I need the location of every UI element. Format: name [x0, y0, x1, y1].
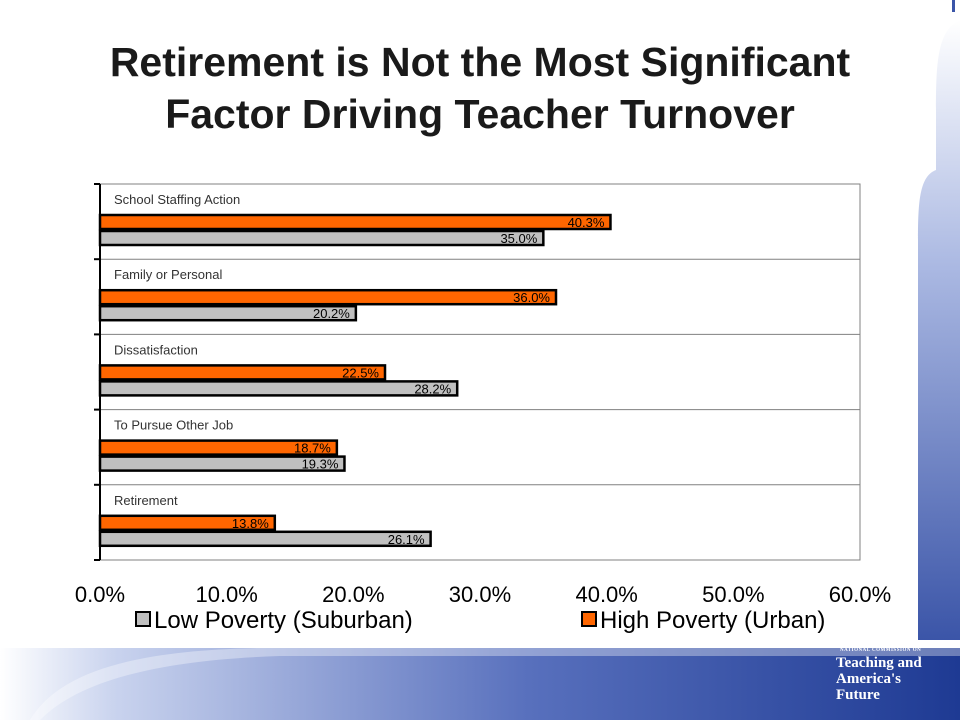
x-tick-label: 0.0% [75, 582, 125, 607]
bar-low-poverty [98, 380, 459, 397]
legend-label: Low Poverty (Suburban) [154, 607, 413, 634]
bar-low-poverty [98, 455, 346, 472]
logo-small-text: NATIONAL COMMISSION ON [840, 648, 922, 653]
x-tick-label: 40.0% [575, 582, 637, 607]
chart-title-line-2: Factor Driving Teacher Turnover [165, 91, 795, 137]
legend-label: High Poverty (Urban) [600, 607, 825, 634]
bar-chart: School Staffing Action 40.3% 35.0% Family o… [75, 183, 891, 634]
bar-data-label: 36.0% [513, 290, 550, 305]
logo-line-1: Teaching and [836, 655, 922, 671]
category-label: Retirement [114, 493, 178, 508]
x-tick-label: 60.0% [829, 582, 891, 607]
bar-low-poverty [98, 304, 358, 322]
logo-line-3: Future [836, 687, 880, 703]
bar-high-poverty [98, 364, 387, 381]
chart-title: Retirement is Not the Most Significant F… [0, 36, 960, 140]
footer-band [0, 648, 960, 720]
bar-data-label: 22.5% [342, 365, 379, 380]
organization-logo: NATIONAL COMMISSION ON Teaching and Amer… [836, 648, 946, 712]
bar-high-poverty [98, 213, 612, 231]
x-tick-label: 30.0% [449, 582, 511, 607]
bar-low-poverty [98, 530, 432, 548]
bar-high-poverty [98, 288, 558, 306]
bar-data-label: 13.8% [232, 516, 269, 531]
bar-data-label: 19.3% [302, 457, 339, 472]
bar-data-label: 40.3% [568, 215, 605, 230]
legend-swatch [135, 611, 151, 627]
bar-data-label: 35.0% [500, 231, 537, 246]
side-decoration [918, 0, 960, 640]
category-label: Family or Personal [114, 267, 222, 282]
bar-high-poverty [98, 514, 277, 532]
x-tick-label: 20.0% [322, 582, 384, 607]
bar-low-poverty [98, 229, 545, 247]
category-label: Dissatisfaction [114, 342, 198, 357]
chart-title-line-1: Retirement is Not the Most Significant [109, 39, 851, 85]
bar-high-poverty [98, 439, 339, 456]
x-tick-label: 50.0% [702, 582, 764, 607]
legend-swatch [581, 611, 597, 627]
x-tick-label: 10.0% [195, 582, 257, 607]
logo-line-2: America's [836, 671, 901, 687]
category-label: To Pursue Other Job [114, 418, 233, 433]
bar-data-label: 26.1% [388, 532, 425, 547]
category-label: School Staffing Action [114, 192, 240, 207]
bar-data-label: 20.2% [313, 306, 350, 321]
bar-data-label: 28.2% [414, 381, 451, 396]
bar-data-label: 18.7% [294, 441, 331, 456]
